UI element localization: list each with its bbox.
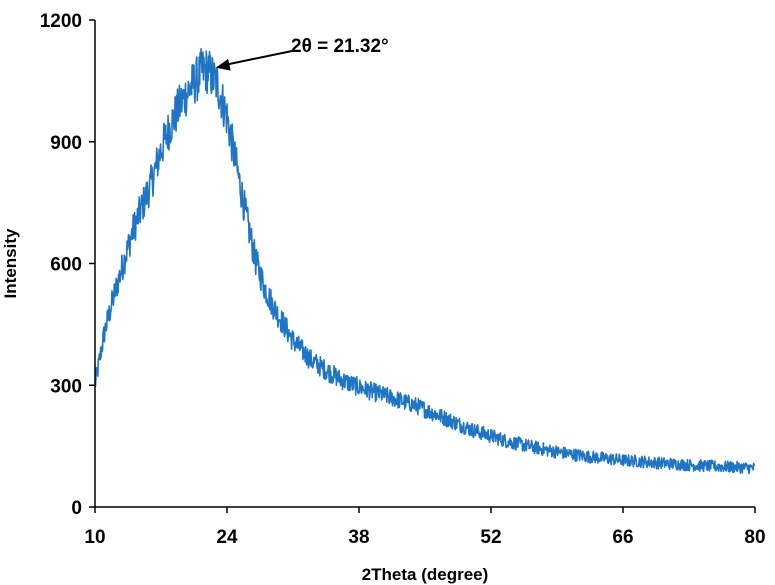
series-line-0 bbox=[94, 48, 756, 475]
peak-annotation-label: 2θ = 21.32° bbox=[291, 36, 389, 57]
y-tick-label: 900 bbox=[50, 133, 82, 154]
x-tick-label: 10 bbox=[84, 527, 105, 548]
annotation-arrow bbox=[225, 50, 293, 66]
annotation-layer: 2θ = 21.32° bbox=[215, 36, 389, 71]
x-axis-title: 2Theta (degree) bbox=[362, 565, 489, 584]
series-layer bbox=[94, 48, 756, 475]
x-tick-label: 38 bbox=[348, 527, 369, 548]
x-tick-label: 24 bbox=[216, 527, 238, 548]
y-tick-label: 1200 bbox=[40, 11, 82, 32]
y-tick-label: 0 bbox=[71, 498, 82, 519]
x-ticks: 10 24 38 52 66 80 bbox=[84, 507, 766, 548]
annotation-arrowhead bbox=[215, 58, 231, 71]
y-tick-label: 300 bbox=[50, 376, 82, 397]
y-ticks: 0 300 600 900 1200 bbox=[40, 11, 95, 519]
x-tick-label: 66 bbox=[612, 527, 633, 548]
x-tick-label: 80 bbox=[744, 527, 765, 548]
y-tick-label: 600 bbox=[50, 255, 82, 276]
x-tick-label: 52 bbox=[480, 527, 501, 548]
y-axis-title: Intensity bbox=[1, 228, 20, 298]
